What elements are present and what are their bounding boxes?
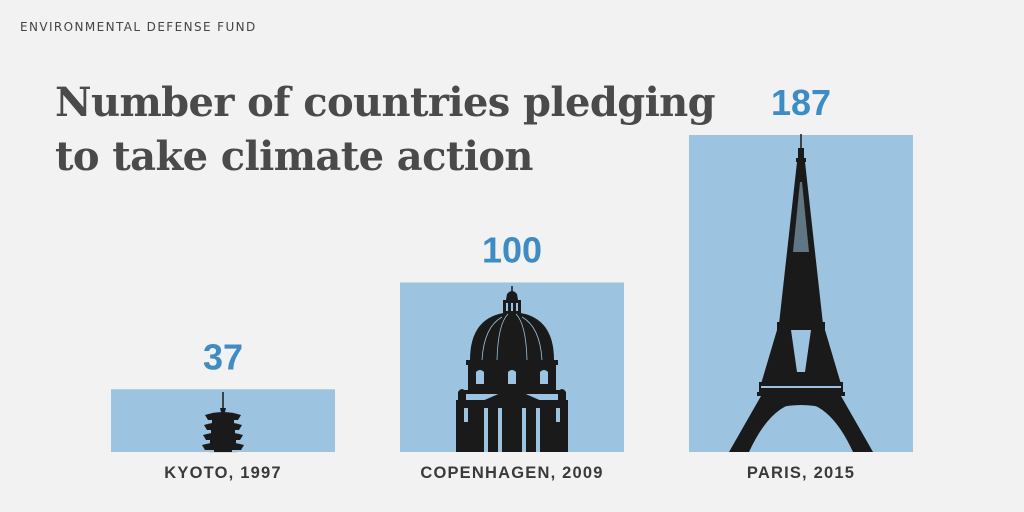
source-credit: ENVIRONMENTAL DEFENSE FUND — [20, 20, 257, 34]
category-label: KYOTO, 1997 — [164, 464, 281, 482]
value-label: 37 — [203, 336, 243, 377]
chart-title-line-1: Number of countries pledging — [55, 79, 716, 126]
bar-group: 37 KYOTO, 1997 — [111, 336, 335, 482]
category-label: PARIS, 2015 — [747, 464, 855, 482]
bar-group: 187 PARIS, 2015 — [689, 82, 913, 482]
bar-group: 100 COPENHAGEN, 2009 — [400, 229, 624, 482]
bars-layer: 37 KYOTO, 1997 100 COPENHAGEN, 2009 187 PARIS… — [111, 82, 913, 482]
value-label: 187 — [771, 82, 831, 123]
chart-title: Number of countries pledging to take cli… — [55, 76, 716, 184]
category-label: COPENHAGEN, 2009 — [420, 464, 603, 482]
value-label: 100 — [482, 229, 542, 270]
chart-title-line-2: to take climate action — [55, 133, 534, 180]
